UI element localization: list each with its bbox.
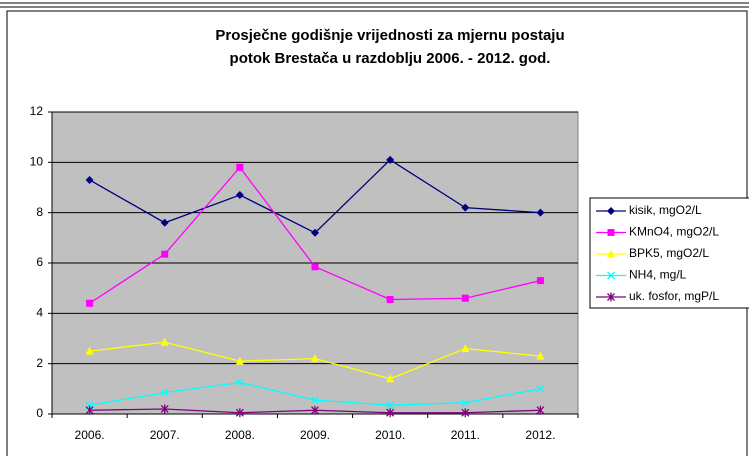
marker xyxy=(536,384,545,393)
x-tick-label: 2010. xyxy=(375,428,405,442)
y-tick-label: 4 xyxy=(36,306,43,320)
y-tick-label: 0 xyxy=(36,406,43,420)
legend-label: uk. fosfor, mgP/L xyxy=(629,289,719,303)
chart-title: potok Brestača u razdoblju 2006. - 2012.… xyxy=(230,50,551,67)
marker xyxy=(311,396,319,405)
marker xyxy=(607,292,615,302)
chart-title: Prosječne godišnje vrijednosti za mjernu… xyxy=(215,27,564,44)
x-tick-label: 2007. xyxy=(150,428,180,442)
marker xyxy=(236,163,244,171)
marker xyxy=(311,228,319,237)
x-tick-label: 2009. xyxy=(300,428,330,442)
marker xyxy=(235,191,244,200)
marker xyxy=(311,263,319,271)
y-tick-label: 8 xyxy=(36,205,43,219)
y-tick-label: 12 xyxy=(30,104,44,118)
marker xyxy=(235,378,244,387)
legend-label: NH4, mg/L xyxy=(629,268,687,282)
legend-box xyxy=(589,197,749,309)
x-tick-label: 2012. xyxy=(525,428,555,442)
marker xyxy=(85,405,94,415)
legend-label: BPK5, mgO2/L xyxy=(629,246,709,260)
marker xyxy=(235,408,244,418)
x-tick-label: 2006. xyxy=(75,428,105,442)
marker xyxy=(461,398,470,407)
x-tick-label: 2011. xyxy=(451,428,480,442)
marker xyxy=(386,155,395,164)
marker xyxy=(160,404,169,414)
y-tick-label: 2 xyxy=(36,356,43,370)
legend-label: KMnO4, mgO2/L xyxy=(629,225,719,239)
marker xyxy=(607,271,615,280)
marker xyxy=(386,295,394,303)
marker xyxy=(607,249,615,258)
marker xyxy=(461,344,470,353)
marker xyxy=(311,405,319,415)
marker xyxy=(536,208,545,217)
y-tick-label: 10 xyxy=(30,155,44,169)
marker xyxy=(85,346,94,355)
marker xyxy=(461,294,469,302)
marker xyxy=(311,354,319,363)
marker xyxy=(536,351,545,360)
marker xyxy=(607,229,615,236)
y-tick-label: 6 xyxy=(36,255,43,269)
marker xyxy=(160,218,169,227)
marker xyxy=(386,408,395,418)
marker xyxy=(160,337,169,346)
legend-label: kisik, mgO2/L xyxy=(629,203,702,217)
marker xyxy=(536,277,544,285)
marker xyxy=(607,207,615,215)
x-tick-label: 2008. xyxy=(225,428,255,442)
marker xyxy=(161,250,169,258)
marker xyxy=(386,401,395,410)
marker xyxy=(85,175,94,184)
marker xyxy=(86,299,94,307)
marker xyxy=(160,388,169,397)
marker xyxy=(536,405,545,415)
marker xyxy=(461,408,470,418)
marker xyxy=(235,356,244,365)
marker xyxy=(461,203,470,212)
marker xyxy=(386,374,395,383)
